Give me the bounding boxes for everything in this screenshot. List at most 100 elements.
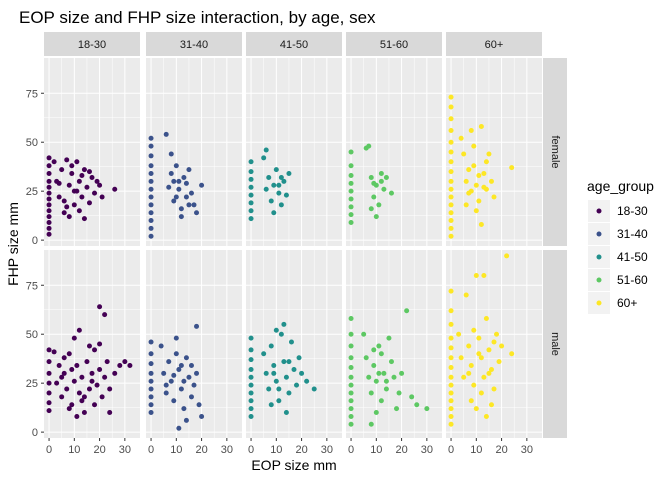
data-point xyxy=(471,163,477,169)
facet-panels: 18-30 31-40 41-50 51-60 60+ female male xyxy=(44,32,567,438)
data-point xyxy=(66,351,72,357)
data-point xyxy=(248,357,254,363)
data-point xyxy=(176,178,182,184)
data-point xyxy=(304,378,310,384)
data-point xyxy=(278,331,284,337)
data-point xyxy=(383,378,389,384)
data-point xyxy=(94,178,100,184)
data-point xyxy=(283,192,289,198)
panel-background xyxy=(446,58,542,246)
data-point xyxy=(86,200,92,206)
data-point xyxy=(288,339,294,345)
data-point xyxy=(122,359,128,365)
x-tick-label: 30 xyxy=(221,444,233,456)
data-point xyxy=(458,355,464,361)
data-point xyxy=(183,355,189,361)
data-point xyxy=(248,216,254,222)
data-point xyxy=(173,163,179,169)
data-point xyxy=(46,178,52,184)
data-point xyxy=(348,382,354,388)
data-point xyxy=(148,218,154,224)
data-point xyxy=(271,210,277,216)
data-point xyxy=(473,182,479,188)
data-point xyxy=(99,194,105,200)
data-point xyxy=(166,359,172,365)
data-point xyxy=(481,272,487,278)
data-point xyxy=(102,312,108,318)
data-point xyxy=(171,398,177,404)
data-point xyxy=(461,151,467,157)
data-point xyxy=(368,390,374,396)
panel-background xyxy=(246,58,342,246)
data-point xyxy=(248,347,254,353)
data-point xyxy=(46,370,52,376)
data-point xyxy=(94,382,100,388)
data-point xyxy=(491,386,497,392)
data-point xyxy=(348,180,354,186)
data-point xyxy=(448,210,454,216)
data-point xyxy=(448,406,454,412)
data-point xyxy=(448,233,454,239)
data-point xyxy=(163,390,169,396)
facet-strip-label: 51-60 xyxy=(380,39,408,51)
data-point xyxy=(148,410,154,416)
data-point xyxy=(148,163,154,169)
data-point xyxy=(424,406,430,412)
data-point xyxy=(46,214,52,220)
legend-label: 18-30 xyxy=(617,204,648,218)
facet-strip-col xyxy=(44,32,140,56)
data-point xyxy=(89,174,95,180)
data-point xyxy=(79,374,85,380)
data-point xyxy=(183,180,189,186)
data-point xyxy=(463,292,469,298)
data-point xyxy=(348,212,354,218)
data-point xyxy=(178,214,184,220)
data-point xyxy=(381,370,387,376)
facet-strip-label: male xyxy=(549,332,561,356)
data-point xyxy=(273,167,279,173)
data-point xyxy=(81,216,87,222)
data-point xyxy=(286,359,292,365)
data-point xyxy=(46,359,52,365)
data-point xyxy=(373,410,379,416)
y-tick-label: 50 xyxy=(26,329,38,341)
data-point xyxy=(56,363,62,369)
data-point xyxy=(188,190,194,196)
data-point xyxy=(348,406,354,412)
data-point xyxy=(92,347,98,353)
data-point xyxy=(368,421,374,427)
data-point xyxy=(176,186,182,192)
data-point xyxy=(59,394,65,400)
data-point xyxy=(261,155,267,161)
data-point xyxy=(476,351,482,357)
data-point xyxy=(373,214,379,220)
data-point xyxy=(271,182,277,188)
data-point xyxy=(276,182,282,188)
data-point xyxy=(268,402,274,408)
data-point xyxy=(97,341,103,347)
data-point xyxy=(163,131,169,137)
data-point xyxy=(186,374,192,380)
legend-symbol xyxy=(596,231,602,237)
data-point xyxy=(166,184,172,190)
data-point xyxy=(348,421,354,427)
data-point xyxy=(46,163,52,169)
data-point xyxy=(59,374,65,380)
data-point xyxy=(188,363,194,369)
data-point xyxy=(348,204,354,210)
data-point xyxy=(117,363,123,369)
x-tick-label: 0 xyxy=(448,444,454,456)
data-point xyxy=(51,349,57,355)
data-point xyxy=(276,386,282,392)
data-point xyxy=(461,374,467,380)
data-point xyxy=(399,370,405,376)
data-point xyxy=(61,210,67,216)
data-point xyxy=(176,425,182,431)
data-point xyxy=(348,220,354,225)
data-point xyxy=(268,198,274,204)
data-point xyxy=(84,184,90,190)
data-point xyxy=(448,94,454,100)
data-point xyxy=(448,321,454,327)
data-point xyxy=(448,374,454,380)
data-point xyxy=(509,351,515,357)
